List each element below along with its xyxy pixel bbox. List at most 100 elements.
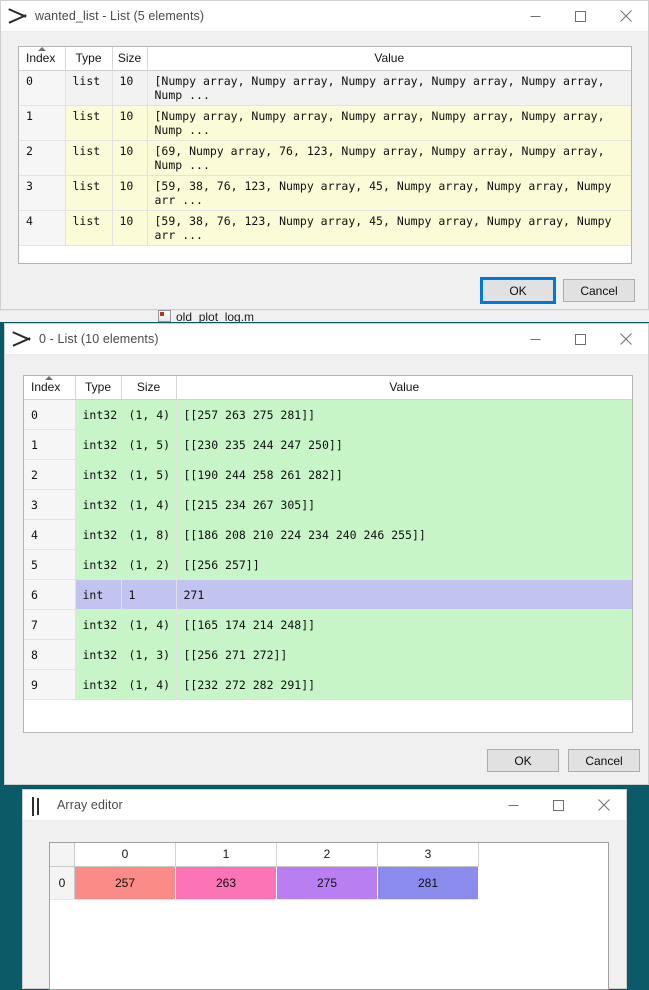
table-header-row: Index Type Size Value <box>24 376 632 400</box>
spyder-icon <box>10 8 26 24</box>
cell-value: [59, 38, 76, 123, Numpy array, 45, Numpy… <box>147 176 631 211</box>
cell-index: 0 <box>19 71 65 106</box>
close-icon[interactable] <box>603 1 648 31</box>
array-cell-0-1[interactable]: 263 <box>176 867 277 900</box>
cell-value: [69, Numpy array, 76, 123, Numpy array, … <box>147 141 631 176</box>
cell-index: 4 <box>24 520 75 550</box>
cell-value: [[190 244 258 261 282]] <box>176 460 632 490</box>
column-header-index[interactable]: Index <box>24 376 75 400</box>
column-label: Index <box>31 380 60 394</box>
cell-value: [Numpy array, Numpy array, Numpy array, … <box>147 106 631 141</box>
column-label: Type <box>85 380 111 394</box>
minimize-icon[interactable] <box>491 790 536 820</box>
column-header-2[interactable]: 2 <box>277 843 378 867</box>
titlebar-wanted-list[interactable]: wanted_list - List (5 elements) <box>1 1 648 32</box>
sort-ascending-icon <box>38 47 46 51</box>
cell-size: (1, 2) <box>121 550 176 580</box>
wanted-list-table[interactable]: Index Type Size Value 0 list 10 [Numpy a… <box>18 46 632 264</box>
cell-index: 7 <box>24 610 75 640</box>
window-zero-list[interactable]: 0 - List (10 elements) Index <box>4 323 649 785</box>
maximize-icon[interactable] <box>536 790 581 820</box>
minimize-icon[interactable] <box>513 324 558 354</box>
array-cell-0-3[interactable]: 281 <box>378 867 479 900</box>
cell-type: list <box>65 106 112 141</box>
window-array-editor[interactable]: Array editor 0 1 2 3 <box>22 789 627 989</box>
cancel-button[interactable]: Cancel <box>568 749 640 772</box>
array-cell-0-2[interactable]: 275 <box>277 867 378 900</box>
column-header-index[interactable]: Index <box>19 47 65 71</box>
titlebar-zero-list[interactable]: 0 - List (10 elements) <box>5 324 648 355</box>
grid: 0 1 2 3 0 257 263 275 281 <box>50 843 479 900</box>
array-editor-grid[interactable]: 0 1 2 3 0 257 263 275 281 <box>49 842 609 990</box>
maximize-icon[interactable] <box>558 324 603 354</box>
dialog-buttons[interactable]: OK Cancel <box>487 749 640 772</box>
column-header-size[interactable]: Size <box>121 376 176 400</box>
spyder-icon <box>14 331 30 347</box>
cell-size: (1, 4) <box>121 670 176 700</box>
row-header-0[interactable]: 0 <box>50 867 75 900</box>
cell-size: (1, 4) <box>121 400 176 430</box>
background-file-label: old_plot_log.m <box>176 310 254 322</box>
column-header-type[interactable]: Type <box>75 376 121 400</box>
maximize-icon[interactable] <box>558 1 603 31</box>
column-header-1[interactable]: 1 <box>176 843 277 867</box>
cell-index: 1 <box>19 106 65 141</box>
cell-value: [[215 234 267 305]] <box>176 490 632 520</box>
cell-size: (1, 3) <box>121 640 176 670</box>
cell-value: [[257 263 275 281]] <box>176 400 632 430</box>
cell-type: int32 <box>75 460 121 490</box>
cell-value: [[256 271 272]] <box>176 640 632 670</box>
ok-button[interactable]: OK <box>482 279 554 302</box>
cell-index: 2 <box>19 141 65 176</box>
array-row[interactable]: 0 257 263 275 281 <box>50 867 479 900</box>
window-controls[interactable] <box>513 324 648 354</box>
column-header-value[interactable]: Value <box>147 47 631 71</box>
array-cell-0-0[interactable]: 257 <box>75 867 176 900</box>
minimize-icon[interactable] <box>513 1 558 31</box>
cell-index: 4 <box>19 211 65 246</box>
column-header-0[interactable]: 0 <box>75 843 176 867</box>
cell-index: 6 <box>24 580 75 610</box>
cancel-button[interactable]: Cancel <box>563 279 635 302</box>
table-row[interactable]: 0 list 10 [Numpy array, Numpy array, Num… <box>19 71 631 106</box>
table-row[interactable]: 4 list 10 [59, 38, 76, 123, Numpy array,… <box>19 211 631 246</box>
cell-index: 1 <box>24 430 75 460</box>
column-label: Size <box>137 380 160 394</box>
close-icon[interactable] <box>581 790 626 820</box>
window-controls[interactable] <box>513 1 648 31</box>
table-row[interactable]: 1 list 10 [Numpy array, Numpy array, Num… <box>19 106 631 141</box>
cell-type: list <box>65 141 112 176</box>
grid: Index Type Size Value 0 list 10 [Numpy a… <box>19 47 631 246</box>
column-header-3[interactable]: 3 <box>378 843 479 867</box>
column-label: Value <box>389 380 419 394</box>
close-icon[interactable] <box>603 324 648 354</box>
column-header-value[interactable]: Value <box>176 376 632 400</box>
cell-index: 0 <box>24 400 75 430</box>
table-row[interactable]: 2 list 10 [69, Numpy array, 76, 123, Num… <box>19 141 631 176</box>
cell-type: int32 <box>75 490 121 520</box>
window-wanted-list[interactable]: wanted_list - List (5 elements) Index <box>0 0 649 310</box>
window-controls[interactable] <box>491 790 626 820</box>
column-header-type[interactable]: Type <box>65 47 112 71</box>
cell-size: 10 <box>112 141 147 176</box>
ok-button[interactable]: OK <box>487 749 559 772</box>
titlebar-array-editor[interactable]: Array editor <box>23 790 626 821</box>
table-row[interactable]: 3 list 10 [59, 38, 76, 123, Numpy array,… <box>19 176 631 211</box>
column-header-size[interactable]: Size <box>112 47 147 71</box>
cell-index: 5 <box>24 550 75 580</box>
column-label: Index <box>26 51 55 65</box>
cell-value: 271 <box>176 580 632 610</box>
dialog-buttons[interactable]: OK Cancel <box>482 279 635 302</box>
